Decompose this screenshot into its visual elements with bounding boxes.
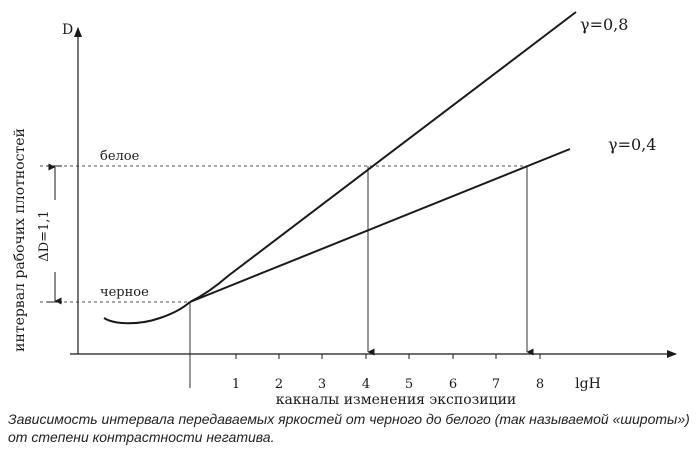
x-axis-title: какналы изменения экспозиции: [276, 392, 517, 405]
x-tick-label: 3: [318, 377, 326, 392]
y-axis-symbol: D: [62, 22, 73, 38]
gamma-label-0-4: γ=0,4: [608, 135, 656, 154]
curve-gamma-0-4: [189, 148, 571, 303]
delta-d-label: ΔD=1,1: [37, 210, 52, 261]
y-axis-title: интервал рабочих плотностей: [12, 128, 28, 352]
characteristic-curve-diagram: D интервал рабочих плотностей 1 2 3 4 5 …: [12, 11, 677, 405]
x-tick-label: 4: [362, 377, 370, 392]
x-axis-end-label: lgH: [575, 376, 601, 392]
x-tick-label: 8: [536, 377, 544, 392]
white-label: белое: [100, 149, 140, 164]
x-tick-label: 7: [492, 377, 500, 392]
figure-caption: Зависимость интервала передаваемых яркос…: [8, 411, 690, 445]
x-tick-label: 2: [275, 377, 283, 392]
curve-gamma-0-8: [189, 11, 577, 303]
toe-curve: [103, 301, 191, 325]
x-axis-ticks: [235, 354, 541, 359]
x-tick-label: 5: [405, 377, 413, 392]
x-tick-label: 1: [232, 377, 240, 392]
black-label: черное: [100, 285, 149, 300]
x-tick-label: 6: [449, 377, 457, 392]
gamma-label-0-8: γ=0,8: [580, 15, 628, 34]
